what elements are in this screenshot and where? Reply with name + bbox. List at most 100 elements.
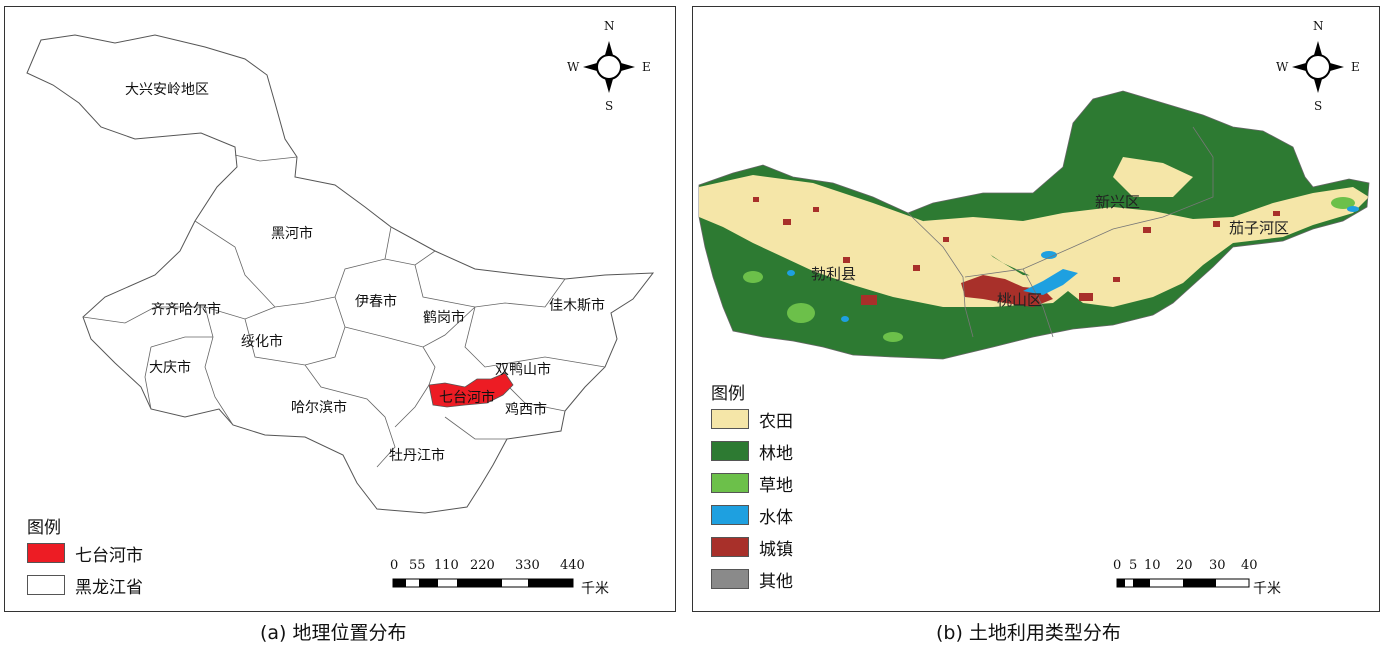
panel-a-location-map: 大兴安岭地区 黑河市 齐齐哈尔市 伊春市 鹤岗市 佳木斯市 绥化市 大庆市 双鸭… bbox=[4, 6, 676, 612]
landuse-water bbox=[1347, 206, 1359, 212]
scale-tick: 0 bbox=[390, 558, 399, 573]
landuse-water bbox=[1023, 269, 1078, 295]
legend-label: 黑龙江省 bbox=[75, 577, 143, 598]
legend-swatch bbox=[711, 537, 749, 557]
landuse-grassland bbox=[787, 303, 815, 323]
province-outline bbox=[26, 34, 655, 514]
legend-swatch bbox=[27, 543, 65, 563]
landuse-farmland bbox=[1113, 157, 1193, 197]
landuse-urban bbox=[843, 257, 850, 263]
legend-title: 图例 bbox=[711, 384, 745, 404]
scale-tick: 220 bbox=[470, 558, 495, 573]
compass-n: N bbox=[604, 19, 615, 33]
landuse-urban bbox=[861, 295, 877, 305]
landuse-urban bbox=[961, 275, 1053, 307]
compass-w: W bbox=[1276, 60, 1289, 74]
landuse-urban bbox=[943, 237, 949, 242]
compass-b bbox=[1292, 41, 1344, 93]
scale-tick: 330 bbox=[515, 558, 540, 573]
scale-tick: 20 bbox=[1176, 558, 1193, 573]
region-label: 黑河市 bbox=[271, 226, 313, 242]
compass-e: E bbox=[1351, 60, 1360, 74]
region-label: 鸡西市 bbox=[505, 402, 547, 418]
landuse-urban bbox=[1213, 221, 1220, 227]
landuse-farmland bbox=[699, 175, 1073, 307]
legend-item: 草地 bbox=[711, 471, 793, 496]
landuse-water bbox=[841, 316, 849, 322]
caption-a: (a) 地理位置分布 bbox=[260, 622, 407, 644]
landuse-grassland bbox=[1331, 197, 1355, 209]
legend-item: 城镇 bbox=[711, 535, 793, 560]
legend-swatch bbox=[711, 441, 749, 461]
legend-label: 七台河市 bbox=[75, 545, 143, 566]
compass-s: S bbox=[605, 99, 614, 113]
landuse-water bbox=[787, 270, 795, 276]
landuse-grassland bbox=[743, 271, 763, 283]
legend-swatch bbox=[711, 569, 749, 589]
scale-tick: 55 bbox=[409, 558, 426, 573]
landuse-urban bbox=[753, 197, 759, 202]
legend-title: 图例 bbox=[27, 518, 61, 538]
legend-swatch bbox=[711, 409, 749, 429]
landuse-urban bbox=[1143, 227, 1151, 233]
landuse-urban bbox=[913, 265, 920, 271]
region-label: 大庆市 bbox=[149, 360, 191, 376]
region-label: 牡丹江市 bbox=[389, 448, 445, 464]
legend-swatch bbox=[27, 575, 65, 595]
compass-a bbox=[583, 41, 635, 93]
heilongjiang-map bbox=[26, 34, 655, 588]
region-label: 双鸭山市 bbox=[495, 362, 551, 378]
landuse-urban bbox=[1273, 211, 1280, 216]
compass-e: E bbox=[642, 60, 651, 74]
landuse-farmland bbox=[923, 187, 1369, 307]
region-label: 齐齐哈尔市 bbox=[151, 302, 221, 318]
caption-b: (b) 土地利用类型分布 bbox=[936, 622, 1121, 644]
scale-unit: 千米 bbox=[581, 581, 609, 597]
scale-tick: 30 bbox=[1209, 558, 1226, 573]
scale-tick: 40 bbox=[1241, 558, 1258, 573]
landuse-urban bbox=[813, 207, 819, 212]
legend-item: 七台河市 bbox=[27, 541, 143, 566]
compass-n: N bbox=[1313, 19, 1324, 33]
legend-swatch bbox=[711, 473, 749, 493]
scale-tick: 5 bbox=[1129, 558, 1138, 573]
region-label: 佳木斯市 bbox=[549, 298, 605, 314]
legend-label: 其他 bbox=[759, 571, 793, 592]
legend-label: 草地 bbox=[759, 475, 793, 496]
region-label: 大兴安岭地区 bbox=[125, 82, 209, 98]
landuse-grassland bbox=[883, 332, 903, 342]
scale-unit: 千米 bbox=[1253, 581, 1281, 597]
district-label: 桃山区 bbox=[997, 291, 1043, 309]
landuse-water bbox=[1041, 251, 1057, 259]
district-label: 勃利县 bbox=[811, 265, 857, 283]
panel-b-landuse-map: 新兴区 茄子河区 勃利县 桃山区 N S E W 0 5 10 20 30 40… bbox=[692, 6, 1380, 612]
region-label: 鹤岗市 bbox=[423, 310, 465, 326]
legend-item: 水体 bbox=[711, 503, 793, 528]
legend-swatch bbox=[711, 505, 749, 525]
legend-label: 城镇 bbox=[759, 539, 793, 560]
landuse-map bbox=[698, 41, 1370, 588]
district-boundaries bbox=[907, 126, 1214, 338]
legend-item: 农田 bbox=[711, 407, 793, 432]
landuse-urban bbox=[1113, 277, 1120, 282]
scale-tick: 0 bbox=[1113, 558, 1122, 573]
region-label: 七台河市 bbox=[439, 390, 495, 406]
region-label: 绥化市 bbox=[241, 334, 283, 350]
compass-s: S bbox=[1314, 99, 1323, 113]
legend-item: 林地 bbox=[711, 439, 793, 464]
qitaihe-highlight bbox=[428, 372, 514, 408]
legend-label: 林地 bbox=[759, 443, 793, 464]
district-label: 茄子河区 bbox=[1229, 219, 1290, 237]
scale-bar-b bbox=[1116, 578, 1250, 588]
region-label: 伊春市 bbox=[355, 294, 397, 310]
legend-item: 其他 bbox=[711, 567, 793, 592]
scale-tick: 110 bbox=[434, 558, 459, 573]
scale-tick: 440 bbox=[560, 558, 585, 573]
city-boundaries bbox=[82, 154, 606, 468]
district-label: 新兴区 bbox=[1095, 193, 1141, 211]
scale-tick: 10 bbox=[1144, 558, 1161, 573]
landuse-urban bbox=[1079, 293, 1093, 301]
legend-label: 农田 bbox=[759, 411, 793, 432]
legend-item: 黑龙江省 bbox=[27, 573, 143, 598]
region-label: 哈尔滨市 bbox=[291, 400, 347, 416]
